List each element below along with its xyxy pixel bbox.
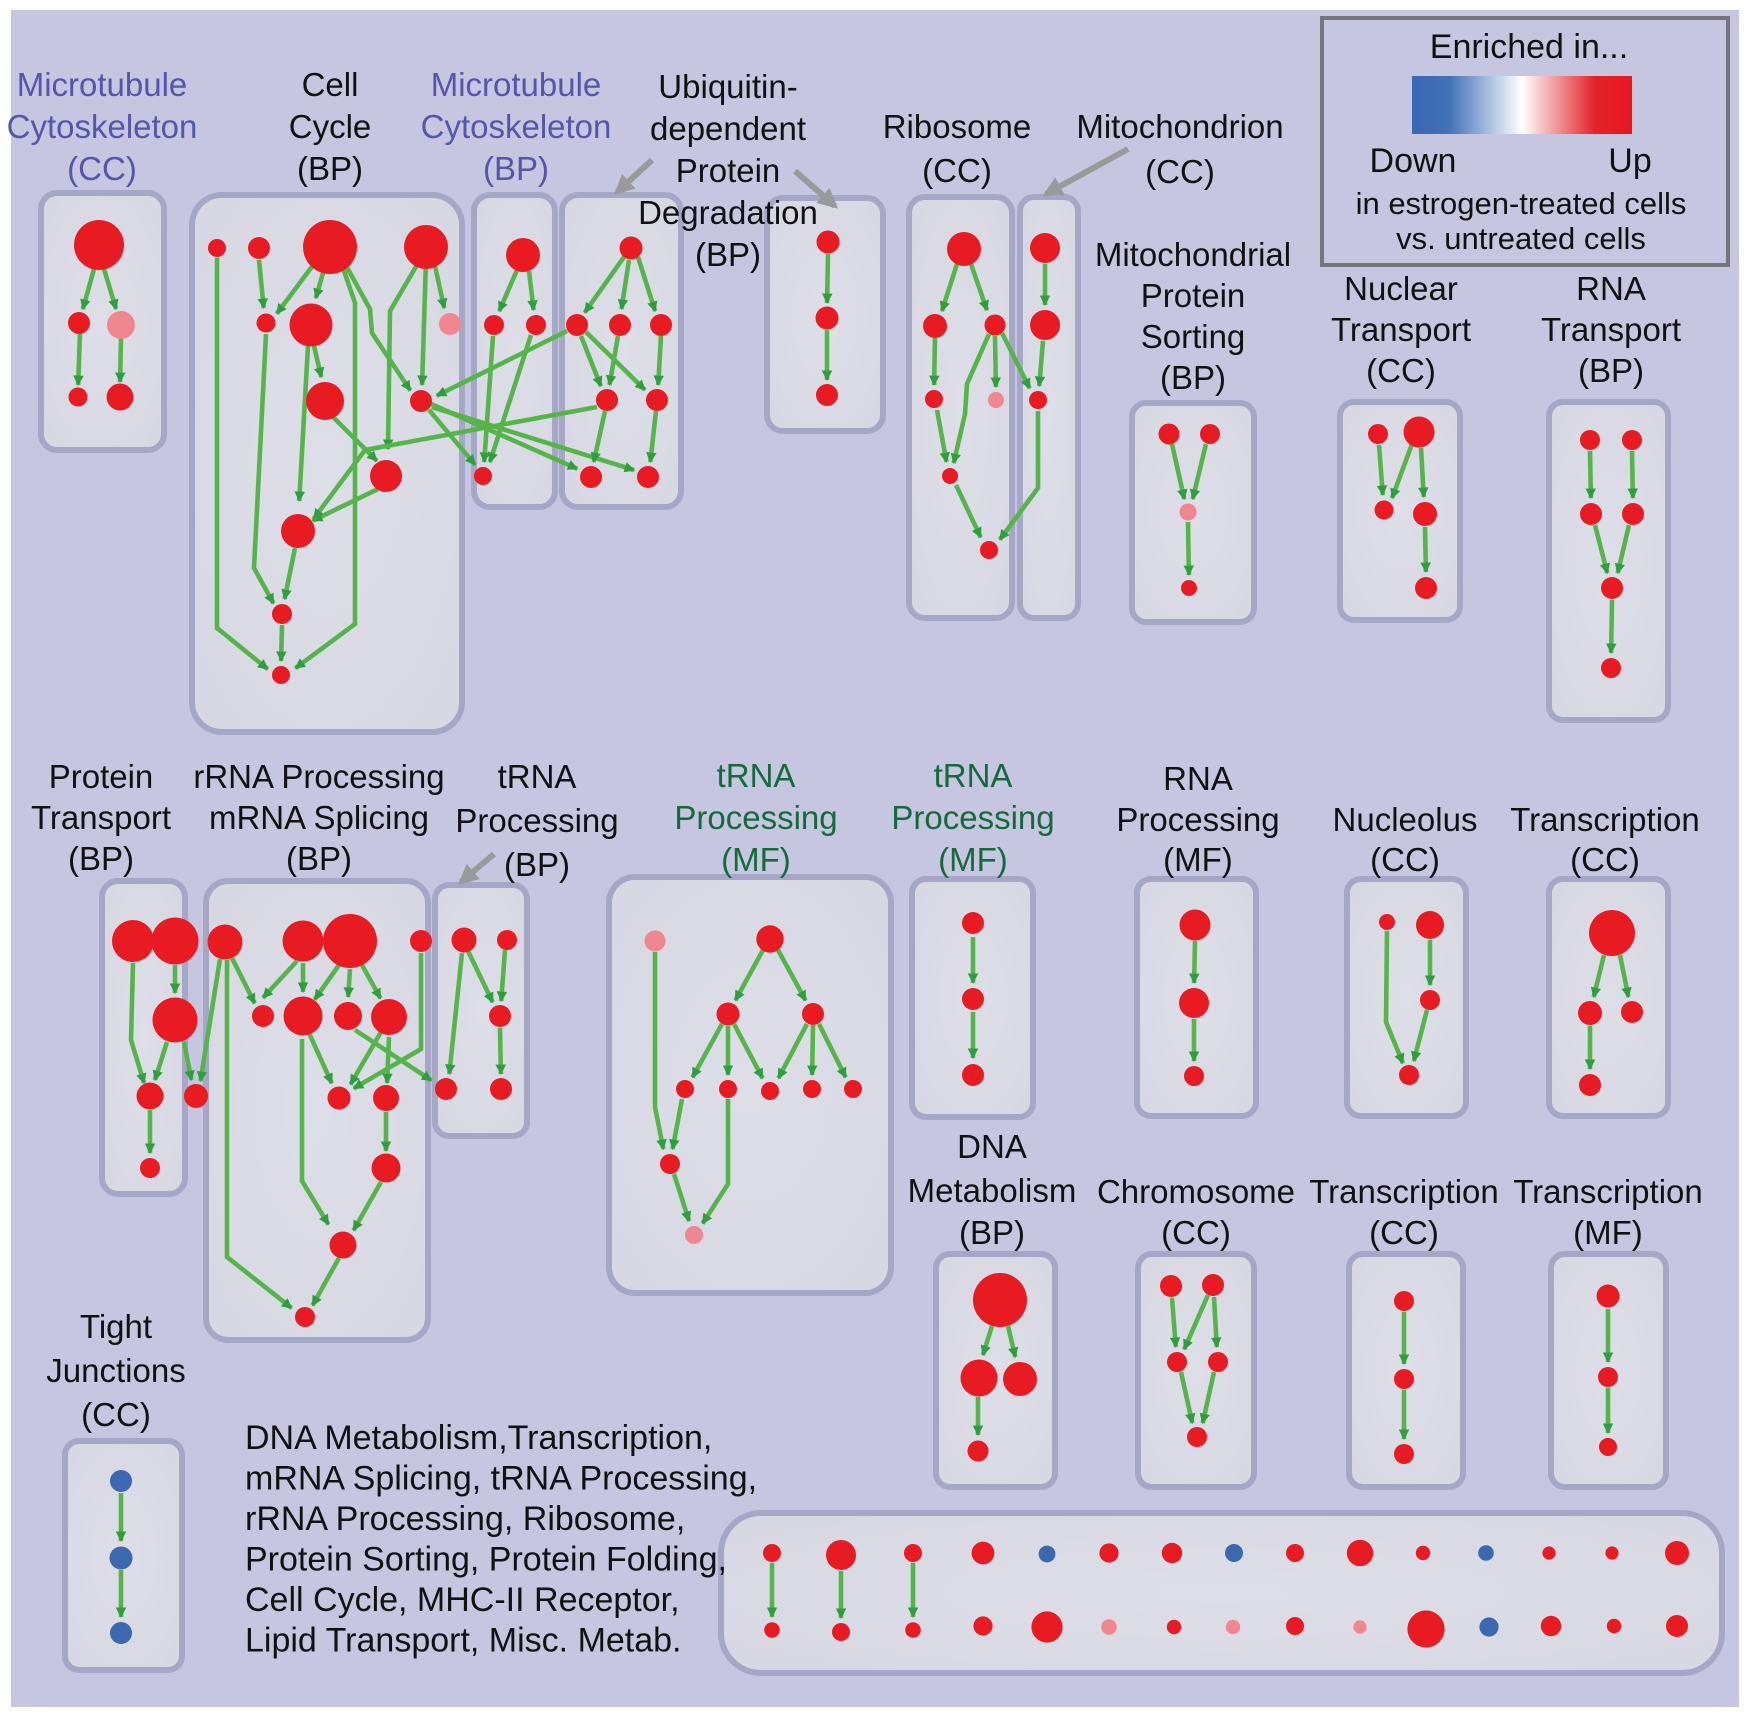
svg-text:Metabolism: Metabolism — [908, 1172, 1077, 1209]
svg-text:(MF): (MF) — [938, 841, 1008, 878]
svg-text:Sorting: Sorting — [1141, 318, 1246, 355]
svg-text:RNA: RNA — [1576, 270, 1646, 307]
svg-text:rRNA Processing, Ribosome,: rRNA Processing, Ribosome, — [245, 1500, 685, 1538]
svg-text:Protein: Protein — [676, 152, 781, 189]
svg-text:(BP): (BP) — [1160, 359, 1226, 396]
svg-text:Cell Cycle, MHC-II Receptor,: Cell Cycle, MHC-II Receptor, — [245, 1581, 680, 1619]
svg-text:Mitochondrial: Mitochondrial — [1095, 236, 1291, 273]
svg-text:Enriched in...: Enriched in... — [1430, 28, 1628, 66]
svg-text:(BP): (BP) — [1578, 352, 1644, 389]
svg-text:Processing: Processing — [891, 799, 1054, 836]
svg-text:(CC): (CC) — [1370, 841, 1440, 878]
svg-text:(CC): (CC) — [1366, 352, 1436, 389]
svg-text:Protein: Protein — [1141, 277, 1246, 314]
svg-text:Down: Down — [1370, 142, 1457, 180]
svg-text:Nucleolus: Nucleolus — [1333, 801, 1478, 838]
svg-text:Cell: Cell — [302, 66, 359, 103]
svg-text:Cytoskeleton: Cytoskeleton — [7, 108, 198, 145]
svg-text:Lipid Transport, Misc. Metab.: Lipid Transport, Misc. Metab. — [245, 1622, 682, 1660]
svg-text:vs. untreated cells: vs. untreated cells — [1396, 221, 1646, 256]
svg-text:(CC): (CC) — [1369, 1214, 1439, 1251]
svg-text:Ubiquitin-: Ubiquitin- — [658, 68, 797, 105]
svg-text:(MF): (MF) — [721, 841, 791, 878]
svg-text:Protein Sorting, Protein Foldi: Protein Sorting, Protein Folding, — [245, 1541, 727, 1579]
svg-text:Tight: Tight — [80, 1308, 152, 1345]
svg-text:(BP): (BP) — [695, 236, 761, 273]
svg-text:Microtubule: Microtubule — [431, 66, 602, 103]
svg-text:(CC): (CC) — [1570, 841, 1640, 878]
svg-text:(CC): (CC) — [81, 1396, 151, 1433]
svg-text:Processing: Processing — [674, 799, 837, 836]
svg-text:(CC): (CC) — [922, 152, 992, 189]
svg-text:(BP): (BP) — [483, 150, 549, 187]
svg-text:Transport: Transport — [1331, 311, 1471, 348]
svg-text:tRNA: tRNA — [498, 758, 577, 795]
svg-text:(CC): (CC) — [1145, 153, 1215, 190]
svg-text:Junctions: Junctions — [46, 1352, 185, 1389]
svg-text:(MF): (MF) — [1163, 841, 1233, 878]
svg-text:Transcription: Transcription — [1309, 1173, 1499, 1210]
svg-text:tRNA: tRNA — [717, 757, 796, 794]
svg-text:Up: Up — [1608, 142, 1651, 180]
svg-text:Processing: Processing — [455, 802, 618, 839]
svg-text:Ribosome: Ribosome — [883, 108, 1032, 145]
svg-text:Transport: Transport — [1541, 311, 1681, 348]
svg-text:in estrogen-treated cells: in estrogen-treated cells — [1356, 186, 1687, 221]
svg-text:Microtubule: Microtubule — [17, 66, 188, 103]
svg-text:Transcription: Transcription — [1510, 801, 1700, 838]
svg-text:RNA: RNA — [1163, 760, 1233, 797]
svg-text:Cycle: Cycle — [289, 108, 372, 145]
svg-text:Transport: Transport — [31, 799, 171, 836]
svg-text:Processing: Processing — [1116, 801, 1279, 838]
svg-text:mRNA Splicing, tRNA Processing: mRNA Splicing, tRNA Processing, — [245, 1460, 757, 1498]
svg-text:DNA: DNA — [957, 1128, 1027, 1165]
svg-text:(BP): (BP) — [286, 840, 352, 877]
svg-text:Cytoskeleton: Cytoskeleton — [421, 108, 612, 145]
svg-text:rRNA Processing: rRNA Processing — [193, 758, 444, 795]
svg-text:(BP): (BP) — [959, 1214, 1025, 1251]
svg-text:(CC): (CC) — [1161, 1214, 1231, 1251]
svg-text:DNA Metabolism,Transcription,: DNA Metabolism,Transcription, — [245, 1419, 712, 1457]
svg-text:Nuclear: Nuclear — [1344, 270, 1458, 307]
svg-text:(BP): (BP) — [68, 840, 134, 877]
svg-text:Chromosome: Chromosome — [1097, 1173, 1295, 1210]
svg-text:(CC): (CC) — [67, 150, 137, 187]
svg-text:(BP): (BP) — [504, 846, 570, 883]
svg-text:Transcription: Transcription — [1513, 1173, 1703, 1210]
svg-text:(MF): (MF) — [1573, 1214, 1643, 1251]
svg-text:Protein: Protein — [49, 758, 154, 795]
svg-text:Degradation: Degradation — [638, 194, 818, 231]
svg-text:(BP): (BP) — [297, 150, 363, 187]
svg-text:dependent: dependent — [650, 110, 806, 147]
svg-text:Mitochondrion: Mitochondrion — [1076, 108, 1283, 145]
svg-text:tRNA: tRNA — [934, 757, 1013, 794]
svg-text:mRNA Splicing: mRNA Splicing — [209, 799, 429, 836]
